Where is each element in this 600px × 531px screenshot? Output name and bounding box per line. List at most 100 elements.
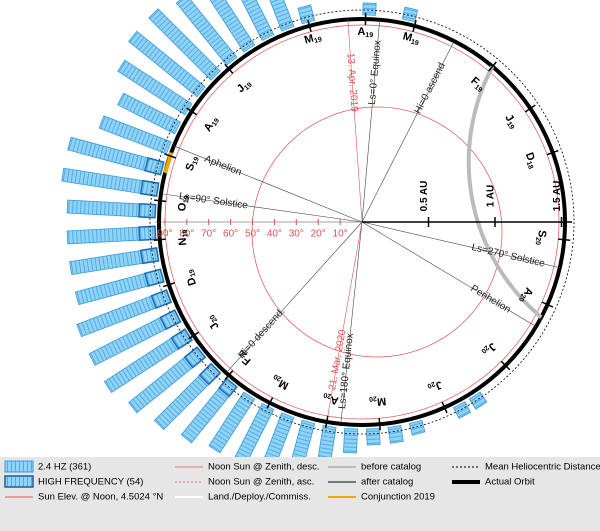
orbit-before bbox=[466, 65, 543, 319]
month-label: J20 bbox=[204, 313, 223, 332]
month-label: M19 bbox=[303, 30, 323, 47]
month-tick bbox=[307, 19, 312, 32]
month-year: 20 bbox=[534, 237, 542, 245]
month-letter: J bbox=[434, 378, 444, 391]
month-tick bbox=[266, 397, 274, 409]
conjunction bbox=[163, 152, 174, 174]
month-label: M20 bbox=[369, 394, 387, 408]
month-year: 19 bbox=[211, 117, 221, 127]
ray bbox=[361, 221, 537, 327]
bar bbox=[291, 419, 316, 463]
month-tick bbox=[488, 61, 497, 72]
month-tick bbox=[441, 401, 448, 414]
bar bbox=[183, 346, 207, 369]
month-letter: N bbox=[177, 237, 190, 246]
bar bbox=[208, 391, 256, 454]
ray bbox=[361, 40, 455, 223]
legend-bg bbox=[0, 457, 600, 531]
legend-label: Sun Elev. @ Noon, 4.5024 °N bbox=[38, 492, 163, 503]
month-label: A19 bbox=[202, 114, 221, 134]
month-tick bbox=[558, 238, 571, 241]
month-year: 20 bbox=[479, 344, 490, 355]
ray bbox=[225, 221, 363, 374]
month-letter: A bbox=[330, 393, 340, 406]
month-letter: A bbox=[357, 26, 365, 38]
month-year: 19 bbox=[192, 156, 201, 166]
month-label: M19 bbox=[401, 30, 421, 47]
month-letter: M bbox=[303, 32, 315, 46]
month-tick bbox=[154, 199, 167, 203]
bar bbox=[342, 427, 359, 454]
month-label: J19 bbox=[502, 112, 521, 131]
month-label: D19 bbox=[183, 268, 200, 287]
legend-swatch bbox=[4, 460, 34, 473]
month-year: 19 bbox=[313, 36, 322, 45]
legend-label: Mean Heliocentric Distance bbox=[485, 462, 600, 473]
month-year: 20 bbox=[517, 293, 527, 303]
bar bbox=[362, 2, 377, 16]
bar bbox=[387, 424, 404, 444]
month-tick bbox=[541, 301, 554, 308]
bar bbox=[297, 4, 316, 25]
au-label: 0.5 AU bbox=[419, 181, 430, 212]
bar bbox=[408, 419, 426, 436]
elev-label: 20° bbox=[311, 229, 326, 240]
au-label: 1.5 AU bbox=[552, 181, 563, 212]
legend-label: Land./Deploy./Commiss. bbox=[208, 492, 311, 503]
month-label: D18 bbox=[522, 151, 540, 170]
mean-distance bbox=[149, 9, 575, 435]
month-letter: M bbox=[376, 395, 386, 408]
month-year: 19 bbox=[182, 229, 190, 237]
month-tick bbox=[224, 370, 234, 381]
bar bbox=[266, 0, 295, 32]
month-year: 20 bbox=[238, 348, 249, 358]
month-letter: D bbox=[185, 276, 199, 287]
ray-label: Perihelion bbox=[469, 283, 513, 315]
bar bbox=[198, 362, 222, 386]
month-year: 19 bbox=[243, 81, 254, 91]
ray bbox=[361, 19, 380, 223]
legend-swatch bbox=[4, 475, 34, 488]
month-tick bbox=[378, 418, 381, 431]
bar bbox=[401, 6, 419, 23]
legend-label: Actual Orbit bbox=[485, 477, 535, 488]
month-year: 19 bbox=[365, 32, 373, 39]
month-year: 20 bbox=[369, 395, 377, 403]
legend-label: Conjunction 2019 bbox=[361, 492, 435, 503]
month-label: S19 bbox=[184, 154, 201, 173]
ray bbox=[361, 221, 560, 268]
month-label: J20 bbox=[479, 340, 498, 359]
month-letter: S bbox=[184, 162, 198, 173]
bar bbox=[128, 30, 206, 98]
bar bbox=[66, 199, 157, 219]
bar bbox=[317, 424, 337, 460]
bar bbox=[365, 427, 381, 446]
bar bbox=[148, 8, 221, 81]
ray bbox=[340, 221, 363, 424]
ray-label: Ls=0° Equinox bbox=[367, 40, 384, 106]
bar bbox=[69, 247, 160, 276]
ray-label: Ls=270° Solstice bbox=[470, 242, 546, 270]
bar bbox=[170, 328, 194, 351]
month-year: 19 bbox=[473, 84, 484, 94]
elev-label: 40° bbox=[267, 229, 282, 240]
bar bbox=[117, 92, 182, 135]
month-tick bbox=[188, 331, 200, 340]
bar bbox=[98, 115, 172, 155]
month-label: M20 bbox=[270, 372, 291, 391]
legend-label: 2.4 HZ (361) bbox=[38, 462, 91, 473]
ray bbox=[347, 19, 363, 223]
bar bbox=[138, 225, 157, 242]
month-year: 19 bbox=[410, 39, 419, 48]
month-tick bbox=[186, 107, 198, 116]
bar bbox=[128, 346, 206, 414]
month-year: 20 bbox=[209, 313, 219, 323]
month-year: 20 bbox=[323, 391, 332, 399]
month-label: S20 bbox=[534, 230, 548, 246]
month-label: J20 bbox=[426, 377, 444, 395]
bar bbox=[159, 309, 182, 331]
month-tick bbox=[162, 282, 175, 288]
elev-label: 90° bbox=[157, 229, 172, 240]
ray-label: Aphelion bbox=[203, 154, 243, 179]
month-tick bbox=[412, 19, 417, 32]
